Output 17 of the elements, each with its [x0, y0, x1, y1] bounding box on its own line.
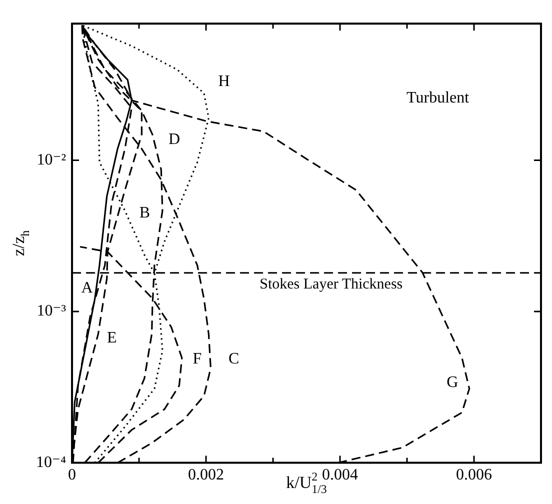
y-tick-label: 10⁻³ [36, 302, 66, 320]
y-tick-label: 10⁻⁴ [36, 454, 66, 472]
x-tick-label: 0 [68, 466, 76, 484]
y-axis-title: z/zh [9, 230, 32, 256]
annotation: D [168, 130, 180, 148]
annotation: E [106, 330, 117, 347]
annotation: Turbulent [406, 89, 470, 106]
annotation: F [192, 350, 202, 368]
x-tick-label: 0.006 [456, 466, 492, 484]
x-tick-label: 0.002 [188, 466, 224, 484]
y-tick-label: 10⁻² [36, 151, 66, 168]
annotation: A [81, 280, 94, 297]
ref-line-label: Stokes Layer Thickness [260, 276, 403, 292]
annotation: B [139, 204, 150, 222]
annotation: H [218, 73, 230, 90]
annotation: G [446, 374, 459, 392]
annotation: C [228, 350, 240, 368]
